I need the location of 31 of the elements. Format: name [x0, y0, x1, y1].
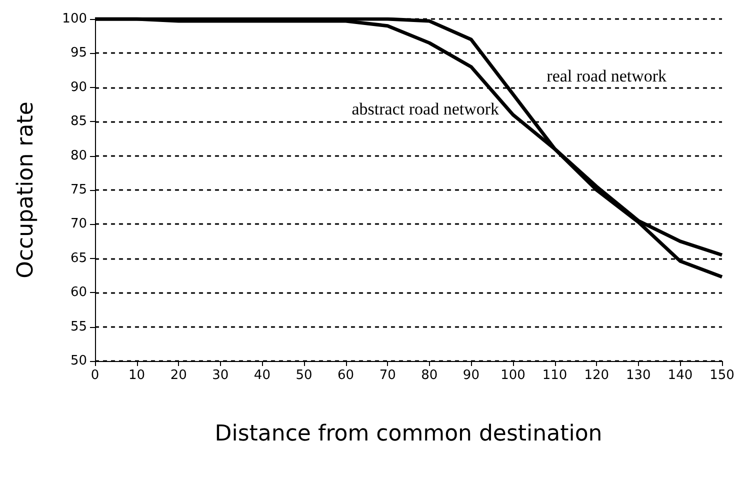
x-tick-label: 50: [296, 368, 312, 383]
y-tick-label: 70: [70, 216, 87, 232]
y-tick-label: 65: [70, 250, 87, 266]
x-axis-title: Distance from common destination: [214, 422, 602, 446]
x-tick-label: 70: [379, 368, 396, 383]
x-tick-label: 0: [90, 368, 100, 383]
x-tick-label: 110: [542, 368, 568, 383]
x-tick-label: 60: [338, 368, 354, 383]
series-label: real road network: [546, 66, 668, 86]
x-tick-label: 150: [710, 368, 734, 383]
y-tick-label: 55: [70, 319, 87, 334]
x-tick-label: 10: [128, 368, 146, 383]
y-tick-label: 95: [70, 46, 87, 61]
x-tick-label: 40: [254, 368, 270, 383]
x-tick-label: 30: [212, 368, 229, 383]
x-tick-label: 80: [421, 368, 438, 383]
x-tick-label: 140: [668, 368, 693, 383]
y-tick-label: 100: [62, 12, 87, 26]
x-tick-label: 20: [170, 368, 187, 383]
x-tick-label: 130: [626, 368, 651, 383]
y-tick-label: 80: [70, 148, 87, 164]
y-axis-title: Occupation rate: [14, 102, 38, 278]
y-tick-label: 90: [70, 80, 87, 95]
y-tick-label: 50: [70, 354, 87, 368]
y-tick-label: 85: [70, 114, 87, 130]
y-tick-label: 60: [70, 285, 87, 300]
x-tick-label: 90: [462, 368, 480, 383]
x-tick-label: 120: [584, 368, 610, 383]
series-label: abstract road network: [352, 99, 500, 118]
x-tick-label: 100: [500, 368, 526, 383]
y-tick-label: 75: [70, 182, 87, 198]
